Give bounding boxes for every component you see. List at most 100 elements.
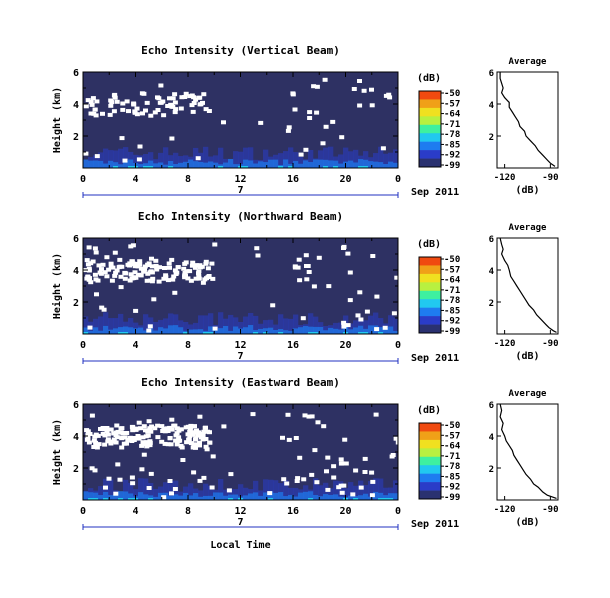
ground-echo-cell	[113, 318, 119, 334]
missing-data-cell	[158, 100, 164, 105]
missing-data-cell	[369, 103, 375, 108]
missing-data-cell	[133, 308, 139, 313]
missing-data-cell	[193, 263, 199, 268]
ground-echo-cell	[83, 332, 89, 334]
ground-echo-cell	[258, 495, 264, 500]
ground-echo-cell	[268, 491, 274, 500]
ground-echo-cell	[183, 332, 189, 334]
ground-echo-cell	[338, 329, 344, 334]
avg-x-tick-label: -90	[542, 173, 558, 183]
missing-data-cell	[357, 103, 363, 108]
missing-data-cell	[162, 441, 168, 446]
missing-data-cell	[169, 257, 175, 262]
missing-data-cell	[134, 106, 140, 111]
missing-data-cell	[345, 251, 351, 256]
missing-data-cell	[155, 423, 161, 428]
ground-echo-cell	[123, 491, 129, 500]
missing-data-cell	[185, 424, 191, 429]
ground-echo-cell	[148, 166, 154, 168]
missing-data-cell	[383, 93, 389, 98]
ground-echo-cell	[283, 159, 289, 168]
heatmap-title: Echo Intensity (Northward Beam)	[138, 210, 343, 223]
x-tick-label: 16	[287, 506, 299, 517]
missing-data-cell	[342, 437, 348, 442]
missing-data-cell	[203, 261, 209, 266]
ground-echo-cell	[163, 147, 169, 168]
ground-echo-cell	[128, 493, 134, 500]
ground-echo-cell	[98, 316, 104, 334]
ground-echo-cell	[138, 478, 144, 500]
missing-data-cell	[193, 97, 199, 102]
missing-data-cell	[207, 430, 212, 435]
missing-data-cell	[124, 441, 129, 446]
missing-data-cell	[86, 440, 92, 445]
ground-echo-cell	[148, 498, 154, 500]
missing-data-cell	[136, 420, 142, 425]
missing-data-cell	[196, 95, 202, 100]
ground-echo-cell	[353, 498, 359, 500]
missing-data-cell	[292, 107, 298, 112]
missing-data-cell	[200, 280, 206, 285]
missing-data-cell	[183, 91, 189, 96]
missing-data-cell	[137, 262, 143, 267]
ground-echo-cell	[133, 322, 139, 334]
missing-data-cell	[374, 294, 380, 299]
missing-data-cell	[126, 109, 131, 114]
missing-data-cell	[149, 256, 154, 261]
missing-data-cell	[321, 424, 327, 429]
missing-data-cell	[300, 316, 306, 321]
ground-echo-cell	[93, 160, 99, 168]
ground-echo-cell	[253, 163, 259, 168]
missing-data-cell	[200, 433, 206, 438]
missing-data-cell	[145, 428, 151, 433]
avg-y-tick-label: 6	[489, 69, 494, 79]
missing-data-cell	[198, 265, 203, 270]
missing-data-cell	[196, 269, 202, 274]
missing-data-cell	[347, 298, 353, 303]
missing-data-cell	[302, 413, 308, 418]
ground-echo-cell	[208, 313, 214, 334]
ground-echo-cell	[98, 330, 104, 334]
missing-data-cell	[315, 420, 321, 425]
missing-data-cell	[120, 107, 126, 112]
average-profile-line	[499, 237, 557, 333]
missing-data-cell	[102, 433, 108, 438]
missing-data-cell	[102, 442, 108, 447]
ground-echo-cell	[238, 321, 244, 334]
ground-echo-cell	[368, 325, 374, 334]
ground-echo-cell	[223, 495, 229, 500]
missing-data-cell	[173, 433, 179, 438]
ground-echo-cell	[323, 494, 329, 500]
ground-echo-cell	[278, 153, 284, 168]
missing-data-cell	[193, 436, 199, 441]
colorbar-tick-label: -78	[444, 462, 460, 472]
missing-data-cell	[369, 470, 375, 475]
missing-data-cell	[100, 111, 105, 116]
missing-data-cell	[398, 241, 403, 246]
missing-data-cell	[148, 278, 154, 283]
missing-data-cell	[228, 472, 234, 477]
ground-echo-cell	[193, 329, 199, 334]
missing-data-cell	[202, 425, 208, 430]
ground-echo-cell	[183, 321, 189, 334]
missing-data-cell	[118, 285, 124, 290]
missing-data-cell	[85, 433, 91, 438]
colorbar-tick-label: -99	[444, 327, 460, 337]
missing-data-cell	[90, 259, 96, 264]
missing-data-cell	[145, 433, 151, 438]
ground-echo-cell	[333, 328, 339, 334]
ground-echo-cell	[98, 152, 104, 168]
ground-echo-cell	[393, 493, 399, 500]
missing-data-cell	[108, 265, 114, 270]
ground-echo-cell	[138, 155, 144, 168]
ground-echo-cell	[218, 479, 224, 500]
missing-data-cell	[146, 486, 152, 490]
ground-echo-cell	[203, 162, 209, 168]
missing-data-cell	[364, 309, 370, 314]
colorbar-segment	[419, 431, 441, 441]
x-tick-label: 12	[234, 506, 246, 517]
missing-data-cell	[182, 271, 188, 275]
ground-echo-cell	[203, 495, 209, 500]
ground-echo-cell	[118, 491, 124, 500]
missing-data-cell	[173, 107, 179, 112]
